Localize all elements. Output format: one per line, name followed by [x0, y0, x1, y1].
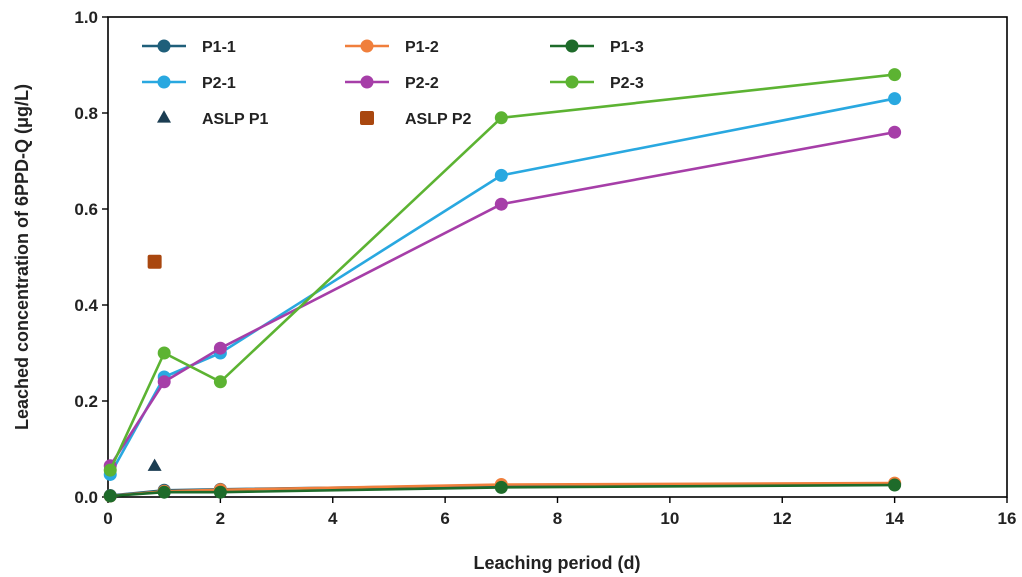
series-p2-3: [103, 68, 902, 477]
series-line: [109, 130, 895, 467]
series-p1-3: [103, 478, 902, 503]
chart-ticks: 0 2 4 6 8 10 12 14 16 0.0 0.2 0.4 0.6 0.8 1.0: [74, 8, 1016, 528]
x-axis-title: Leaching period (d): [473, 553, 640, 573]
data-point: [494, 168, 508, 182]
x-tick-label: 14: [885, 509, 904, 528]
y-tick-label: 0.8: [74, 104, 98, 123]
legend-marker: [565, 75, 579, 89]
series-p2-1: [103, 92, 902, 481]
y-axis-title: Leached concentration of 6PPD-Q (μg/L): [12, 84, 32, 430]
data-point: [888, 478, 902, 492]
legend-marker: [157, 39, 171, 53]
legend-label: P2-2: [405, 75, 439, 92]
data-point: [494, 480, 508, 494]
data-point: [888, 125, 902, 139]
legend-marker: [157, 110, 171, 123]
x-tick-label: 10: [660, 509, 679, 528]
legend-item: P1-1: [142, 39, 236, 56]
series-line: [109, 73, 895, 471]
legend-label: P1-2: [405, 39, 439, 56]
x-tick-label: 0: [103, 509, 112, 528]
data-point: [213, 375, 227, 389]
data-point: [213, 485, 227, 499]
series-aslp-p1: [147, 458, 162, 471]
legend-item: P2-1: [142, 75, 236, 92]
x-tick-label: 2: [216, 509, 225, 528]
data-point: [213, 341, 227, 355]
legend-label: ASLP P2: [405, 111, 472, 128]
legend-marker: [360, 39, 374, 53]
legend-label: P1-1: [202, 39, 236, 56]
legend-item: ASLP P1: [157, 110, 269, 128]
data-point: [157, 346, 171, 360]
chart-series: [103, 68, 902, 503]
legend-label: P2-3: [610, 75, 644, 92]
data-point: [103, 489, 117, 503]
series-aslp-p2: [147, 254, 162, 269]
legend-item: P1-2: [345, 39, 439, 56]
y-tick-label: 1.0: [74, 8, 98, 27]
legend-label: P2-1: [202, 75, 236, 92]
data-point: [103, 463, 117, 477]
x-tick-label: 16: [998, 509, 1017, 528]
data-point: [494, 197, 508, 211]
legend-item: P2-3: [550, 75, 644, 92]
data-point: [157, 375, 171, 389]
legend-label: ASLP P1: [202, 111, 269, 128]
data-point: [494, 111, 508, 125]
plot-frame: [107, 16, 1008, 498]
y-tick-label: 0.0: [74, 488, 98, 507]
chart-legend: P1-1 P1-2 P1-3 P2-1 P2-2 P2-3 ASLP P1 ASLP P2: [142, 39, 644, 128]
y-tick-label: 0.6: [74, 200, 98, 219]
x-tick-label: 12: [773, 509, 792, 528]
legend-item: P1-3: [550, 39, 644, 56]
legend-marker: [360, 75, 374, 89]
x-tick-label: 4: [328, 509, 338, 528]
y-tick-label: 0.2: [74, 392, 98, 411]
legend-item: P2-2: [345, 75, 439, 92]
y-tick-label: 0.4: [74, 296, 98, 315]
legend-item: ASLP P2: [360, 111, 472, 128]
data-point: [157, 485, 171, 499]
legend-marker: [360, 111, 374, 125]
legend-marker: [565, 39, 579, 53]
legend-label: P1-3: [610, 39, 644, 56]
chart-axes: [107, 16, 1008, 498]
data-point: [147, 458, 162, 471]
legend-marker: [157, 75, 171, 89]
data-point: [888, 92, 902, 106]
x-tick-label: 8: [553, 509, 562, 528]
data-point: [888, 68, 902, 82]
x-tick-label: 6: [440, 509, 449, 528]
data-point: [147, 254, 162, 269]
